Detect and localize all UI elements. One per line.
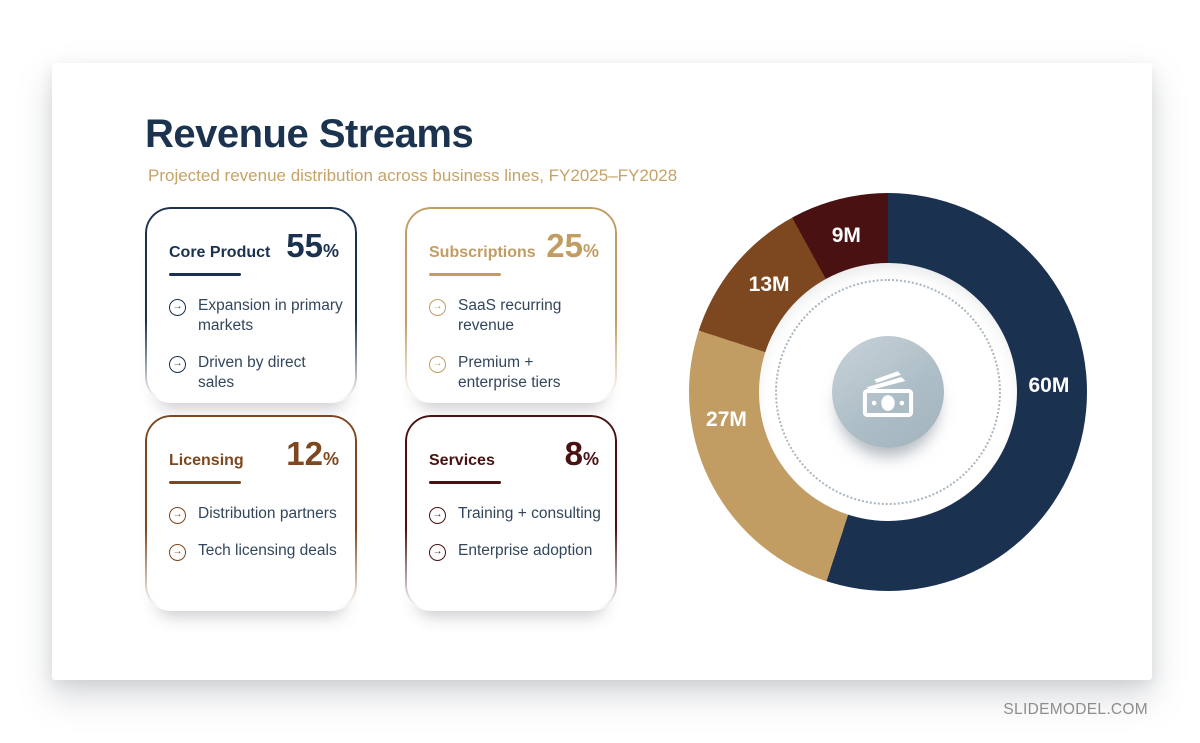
watermark: SLIDEMODEL.COM <box>1003 701 1148 718</box>
arrow-circle-icon: → <box>429 355 446 373</box>
donut-chart: 60M 27M 13M 9M <box>689 193 1087 591</box>
card-header: Core Product 55% <box>145 207 357 262</box>
arrow-circle-icon: → <box>169 506 186 524</box>
bullet-item: → Premium + enterprise tiers <box>429 353 603 393</box>
card-percent: 55% <box>286 229 339 262</box>
bullet-list: → Training + consulting → Enterprise ado… <box>405 484 617 561</box>
bullet-list: → Expansion in primary markets → Driven … <box>145 276 357 394</box>
money-icon-circle <box>832 336 944 448</box>
card-subscriptions: Subscriptions 25% → SaaS recurring reven… <box>405 207 617 403</box>
card-core-product: Core Product 55% → Expansion in primary … <box>145 207 357 403</box>
donut-label: 13M <box>748 272 790 296</box>
percent-sign: % <box>322 241 339 261</box>
title-underline <box>429 481 501 484</box>
title-underline <box>169 481 241 484</box>
card-title: Licensing <box>169 452 244 469</box>
bullet-text: SaaS recurring revenue <box>458 296 562 334</box>
revenue-cards: Core Product 55% → Expansion in primary … <box>145 207 617 611</box>
donut-label: 60M <box>1028 374 1070 398</box>
card-title: Services <box>429 452 495 469</box>
page-title: Revenue Streams <box>145 112 474 156</box>
bullet-list: → Distribution partners → Tech licensing… <box>145 484 357 561</box>
bullet-item: → Distribution partners <box>169 504 343 524</box>
card-percent: 8% <box>565 437 599 470</box>
arrow-circle-icon: → <box>429 298 446 316</box>
percent-sign: % <box>322 449 339 469</box>
bullet-text: Tech licensing deals <box>198 541 337 559</box>
bullet-item: → Tech licensing deals <box>169 541 343 561</box>
bullet-item: → Driven by direct sales <box>169 353 343 393</box>
arrow-circle-icon: → <box>169 355 186 373</box>
card-services: Services 8% → Training + consulting → En… <box>405 415 617 611</box>
card-title: Core Product <box>169 244 271 261</box>
percent-value: 8 <box>564 435 583 472</box>
bullet-item: → Training + consulting <box>429 504 603 524</box>
percent-value: 55 <box>286 227 323 264</box>
donut-label: 9M <box>831 224 861 248</box>
card-percent: 12% <box>286 437 339 470</box>
slide-subtitle: Projected revenue distribution across bu… <box>148 166 678 185</box>
bullet-item: → Expansion in primary markets <box>169 296 343 336</box>
bullet-list: → SaaS recurring revenue → Premium + ent… <box>405 276 617 394</box>
bullet-text: Training + consulting <box>458 504 601 522</box>
percent-sign: % <box>582 241 599 261</box>
arrow-circle-icon: → <box>169 298 186 316</box>
percent-value: 12 <box>286 435 323 472</box>
title-underline <box>169 273 241 276</box>
card-header: Subscriptions 25% <box>405 207 617 262</box>
bullet-text: Expansion in primary markets <box>198 296 343 334</box>
title-underline <box>429 273 501 276</box>
percent-sign: % <box>582 449 599 469</box>
bullet-text: Enterprise adoption <box>458 541 593 559</box>
percent-value: 25 <box>546 227 583 264</box>
card-percent: 25% <box>546 229 599 262</box>
bullet-item: → Enterprise adoption <box>429 541 603 561</box>
donut-label: 27M <box>706 408 747 432</box>
card-licensing: Licensing 12% → Distribution partners → … <box>145 415 357 611</box>
bullet-text: Driven by direct sales <box>198 353 306 391</box>
bullet-item: → SaaS recurring revenue <box>429 296 603 336</box>
money-banknote-icon <box>862 371 914 417</box>
card-title: Subscriptions <box>429 244 536 261</box>
arrow-circle-icon: → <box>169 543 186 561</box>
bullet-text: Distribution partners <box>198 504 337 522</box>
card-header: Licensing 12% <box>145 415 357 470</box>
dotted-ring <box>775 279 1001 505</box>
arrow-circle-icon: → <box>429 543 446 561</box>
bullet-text: Premium + enterprise tiers <box>458 353 561 391</box>
card-header: Services 8% <box>405 415 617 470</box>
arrow-circle-icon: → <box>429 506 446 524</box>
